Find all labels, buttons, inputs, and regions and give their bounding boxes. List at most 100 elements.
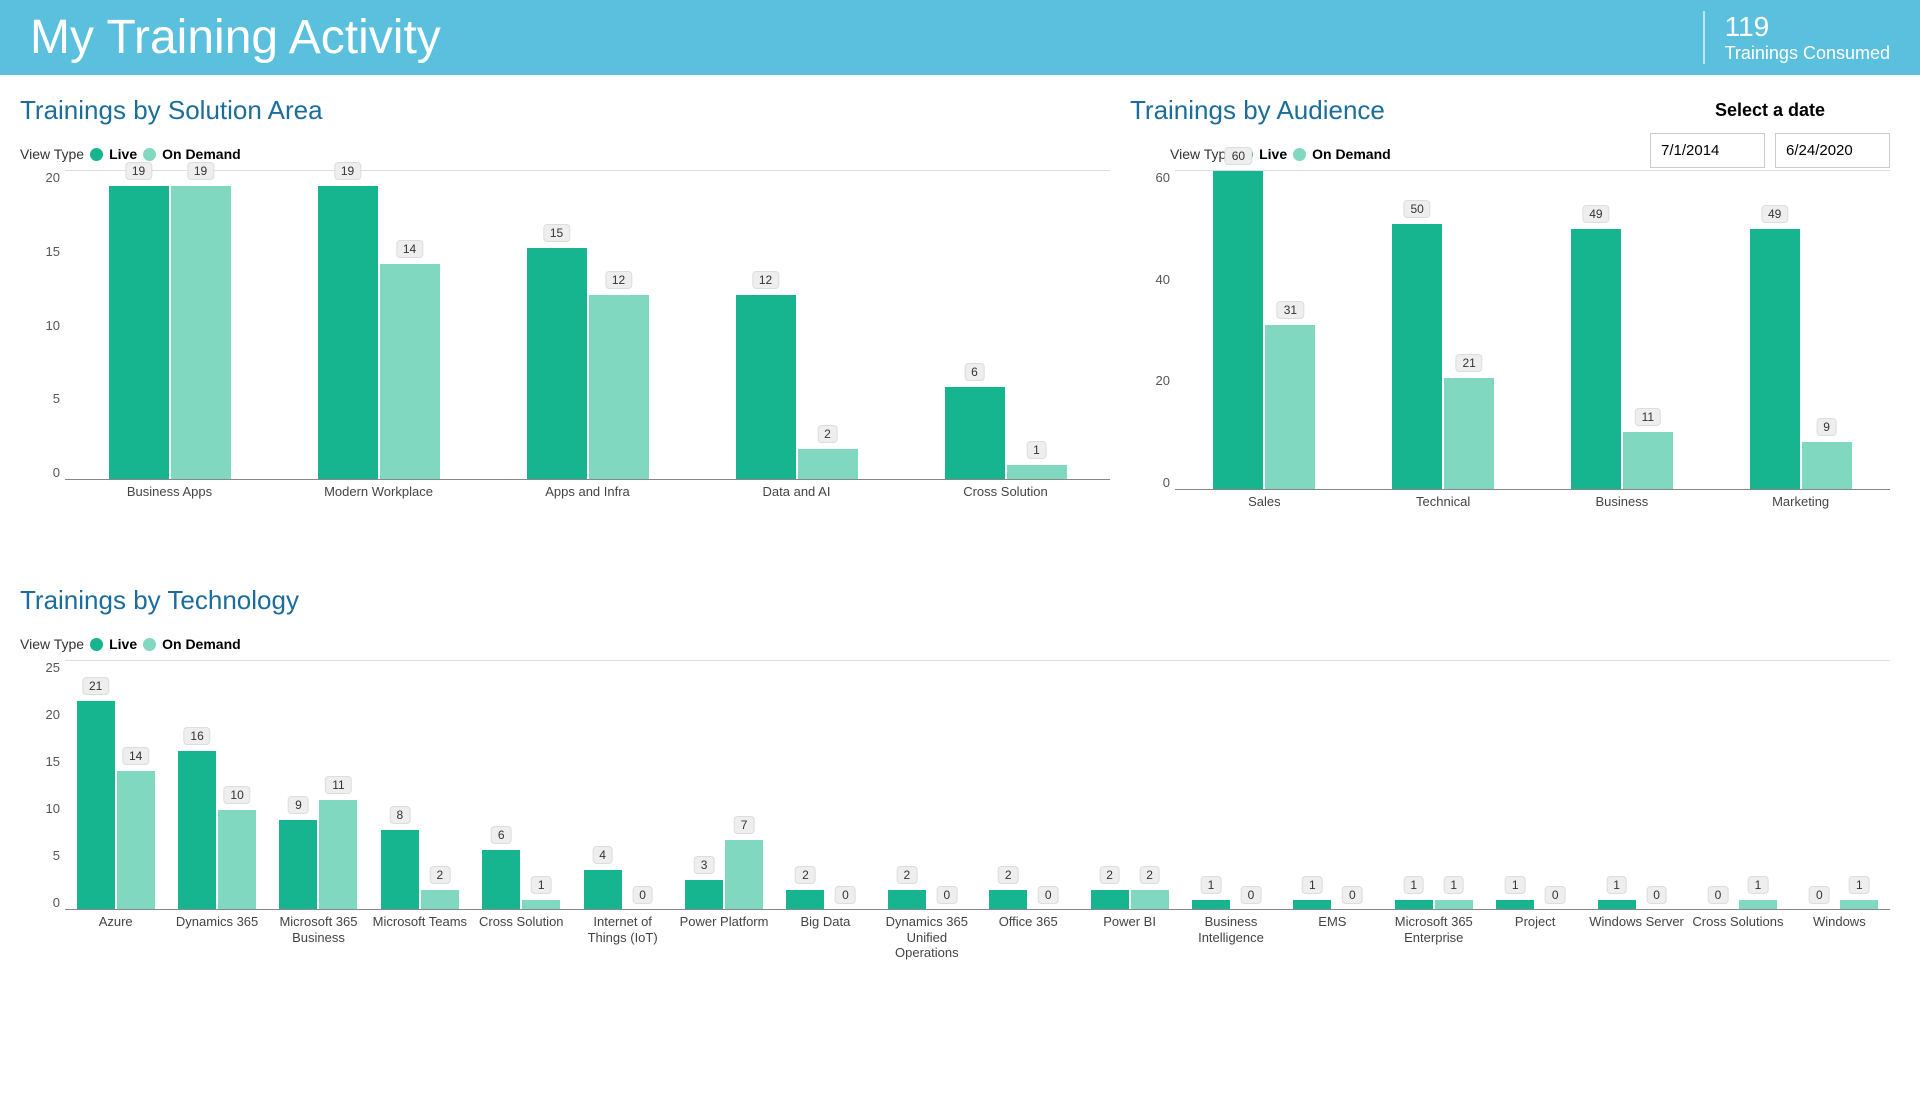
bar-group: 1914	[274, 171, 483, 480]
y-axis: 20151050	[20, 170, 60, 480]
plot-area: 19191914151212261	[65, 170, 1110, 480]
bar-live[interactable]: 2	[786, 890, 824, 910]
kpi-label: Trainings Consumed	[1725, 43, 1890, 64]
bar-ondemand[interactable]: 1	[1007, 465, 1067, 480]
bar-live[interactable]: 19	[318, 186, 378, 480]
bar-group: 4911	[1533, 171, 1712, 490]
bar-ondemand[interactable]: 9	[1802, 442, 1852, 490]
dashboard-header: My Training Activity 119 Trainings Consu…	[0, 0, 1920, 75]
bar-live[interactable]: 3	[685, 880, 723, 910]
bar-value-label: 1	[1403, 876, 1424, 894]
bar-group: 01	[1687, 661, 1788, 910]
bar-ondemand[interactable]: 19	[171, 186, 231, 480]
bar-live[interactable]: 2	[989, 890, 1027, 910]
bar-group: 5021	[1354, 171, 1533, 490]
bar-value-label: 15	[543, 224, 570, 242]
bar-ondemand[interactable]: 31	[1265, 325, 1315, 490]
y-tick: 10	[46, 318, 60, 333]
bar-group: 2114	[65, 661, 166, 910]
x-label: Microsoft 365 Enterprise	[1383, 910, 1484, 970]
bar-value-label: 2	[1139, 866, 1160, 884]
bar-live[interactable]: 19	[109, 186, 169, 480]
bar-group: 6031	[1175, 171, 1354, 490]
y-tick: 20	[46, 170, 60, 185]
x-label: Microsoft 365 Business	[268, 910, 369, 970]
y-tick: 0	[53, 895, 60, 910]
bar-live[interactable]: 6	[945, 387, 1005, 480]
audience-chart-title: Trainings by Audience	[1130, 95, 1900, 126]
bar-live[interactable]: 4	[584, 870, 622, 910]
bar-live[interactable]: 60	[1213, 171, 1263, 490]
bar-group: 11	[1383, 661, 1484, 910]
bar-value-label: 19	[187, 162, 214, 180]
bar-value-label: 1	[1443, 876, 1464, 894]
bar-value-label: 1	[1606, 876, 1627, 894]
bar-value-label: 8	[390, 806, 411, 824]
bar-ondemand[interactable]: 2	[1131, 890, 1169, 910]
bar-live[interactable]: 8	[381, 830, 419, 910]
bar-ondemand[interactable]: 14	[380, 264, 440, 480]
bar-live[interactable]: 15	[527, 248, 587, 480]
x-label: Business	[1533, 490, 1712, 520]
legend-ondemand-swatch	[143, 148, 156, 161]
bar-ondemand[interactable]: 21	[1444, 378, 1494, 490]
solution-legend: View Type Live On Demand	[20, 146, 1120, 162]
bar-live[interactable]: 16	[178, 751, 216, 910]
x-label: Sales	[1175, 490, 1354, 520]
bar-group: 10	[1282, 661, 1383, 910]
x-label: Business Apps	[65, 480, 274, 510]
bar-value-label: 1	[1026, 441, 1047, 459]
bar-value-label: 1	[1849, 876, 1870, 894]
bar-group: 1919	[65, 171, 274, 480]
bar-group: 40	[572, 661, 673, 910]
x-label: Technical	[1354, 490, 1533, 520]
bar-group: 499	[1711, 171, 1890, 490]
bar-value-label: 19	[125, 162, 152, 180]
bar-ondemand[interactable]: 11	[319, 800, 357, 910]
bar-live[interactable]: 9	[279, 820, 317, 910]
bar-group: 20	[978, 661, 1079, 910]
bar-ondemand[interactable]: 12	[589, 295, 649, 480]
bar-live[interactable]: 2	[1091, 890, 1129, 910]
legend-live-label: Live	[1259, 146, 1287, 162]
bar-value-label: 2	[795, 866, 816, 884]
bar-value-label: 0	[936, 886, 957, 904]
bar-ondemand[interactable]: 11	[1623, 432, 1673, 490]
bar-group: 20	[775, 661, 876, 910]
bar-value-label: 49	[1582, 205, 1609, 223]
bar-value-label: 11	[325, 776, 351, 794]
bar-live[interactable]: 50	[1392, 224, 1442, 490]
x-axis: Business AppsModern WorkplaceApps and In…	[65, 480, 1110, 510]
bar-live[interactable]: 49	[1750, 229, 1800, 490]
x-label: EMS	[1282, 910, 1383, 970]
x-axis: SalesTechnicalBusinessMarketing	[1175, 490, 1890, 520]
bar-live[interactable]: 12	[736, 295, 796, 480]
bar-ondemand[interactable]: 2	[798, 449, 858, 480]
legend-live-label: Live	[109, 636, 137, 652]
bar-ondemand[interactable]: 2	[421, 890, 459, 910]
bar-value-label: 0	[1809, 886, 1830, 904]
bar-value-label: 0	[632, 886, 653, 904]
bar-value-label: 0	[1342, 886, 1363, 904]
bar-value-label: 11	[1635, 408, 1661, 426]
bar-value-label: 0	[1646, 886, 1667, 904]
x-label: Power Platform	[673, 910, 774, 970]
bar-ondemand[interactable]: 14	[117, 771, 155, 910]
bar-ondemand[interactable]: 10	[218, 810, 256, 910]
y-tick: 60	[1156, 170, 1170, 185]
bar-ondemand[interactable]: 7	[725, 840, 763, 910]
x-label: Marketing	[1711, 490, 1890, 520]
bar-value-label: 0	[1241, 886, 1262, 904]
bar-live[interactable]: 21	[77, 701, 115, 910]
x-label: Cross Solution	[471, 910, 572, 970]
y-axis: 6040200	[1130, 170, 1170, 490]
bar-live[interactable]: 49	[1571, 229, 1621, 490]
audience-legend: View Type Live On Demand	[1170, 146, 1900, 162]
bar-live[interactable]: 6	[482, 850, 520, 910]
bar-value-label: 1	[1748, 876, 1769, 894]
bar-live[interactable]: 2	[888, 890, 926, 910]
legend-ondemand-label: On Demand	[162, 636, 241, 652]
page-title: My Training Activity	[30, 10, 441, 65]
bar-value-label: 14	[122, 747, 149, 765]
y-tick: 5	[53, 391, 60, 406]
